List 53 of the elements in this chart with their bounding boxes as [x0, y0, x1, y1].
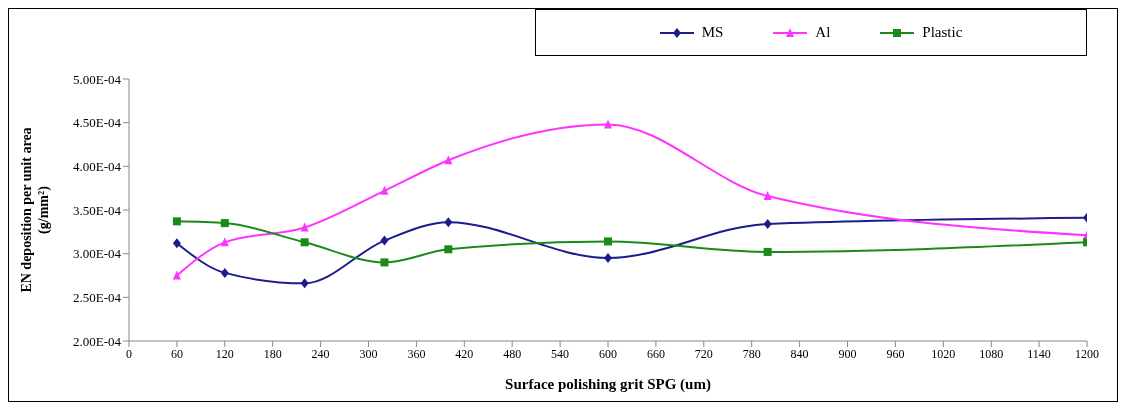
- legend-label: Plastic: [921, 24, 963, 41]
- point: [220, 219, 229, 228]
- point: [444, 217, 453, 228]
- point: [380, 235, 389, 246]
- point: [763, 191, 772, 201]
- point: [763, 218, 772, 229]
- point: [380, 258, 389, 267]
- y-tick-label: 4.50E-04: [72, 115, 122, 131]
- point: [172, 270, 181, 280]
- point: [380, 185, 389, 195]
- point: [300, 238, 309, 247]
- point: [172, 217, 181, 226]
- x-axis-title: Surface polishing grit SPG (um): [505, 376, 711, 393]
- x-tick-label: 1200: [1075, 346, 1099, 361]
- point: [220, 267, 229, 278]
- point: [604, 237, 612, 246]
- y-tick-label: 3.50E-04: [72, 202, 122, 218]
- y-axis-title: EN deposition per unit area (g/mm²): [19, 127, 52, 293]
- point: [300, 222, 309, 232]
- y-tick-label: 5.00E-04: [72, 71, 122, 87]
- point: [444, 245, 453, 254]
- x-tick-label: 240: [311, 346, 330, 361]
- point: [763, 247, 772, 256]
- x-tick-label: 420: [455, 346, 474, 361]
- point: [300, 278, 309, 289]
- point: [172, 238, 181, 249]
- point: [604, 253, 612, 264]
- x-tick-label: 1140: [1027, 346, 1051, 361]
- x-tick-label: 300: [359, 346, 378, 361]
- y-tick-label: 3.00E-04: [72, 246, 122, 262]
- x-tick-label: 780: [742, 346, 761, 361]
- legend-label: Al: [814, 24, 831, 41]
- y-tick-label: 2.50E-04: [72, 289, 122, 305]
- y-tick-label: 2.00E-04: [72, 333, 122, 349]
- x-tick-label: 360: [407, 346, 426, 361]
- x-tick-label: 480: [503, 346, 522, 361]
- x-tick-label: 540: [551, 346, 570, 361]
- x-tick-label: 720: [694, 346, 713, 361]
- x-tick-label: 600: [599, 346, 617, 361]
- x-tick-label: 0: [126, 346, 132, 361]
- x-tick-label: 120: [215, 346, 234, 361]
- x-tick-label: 1080: [979, 346, 1004, 361]
- x-tick-label: 660: [646, 346, 665, 361]
- x-tick-label: 1020: [931, 346, 956, 361]
- point: [220, 237, 229, 247]
- x-tick-label: 180: [263, 346, 282, 361]
- x-tick-label: 960: [886, 346, 905, 361]
- legend-label: MS: [700, 24, 724, 41]
- x-tick-label: 840: [790, 346, 809, 361]
- point: [444, 155, 453, 165]
- y-tick-label: 4.00E-04: [72, 158, 122, 174]
- x-tick-label: 900: [838, 346, 857, 361]
- x-tick-label: 60: [170, 346, 183, 361]
